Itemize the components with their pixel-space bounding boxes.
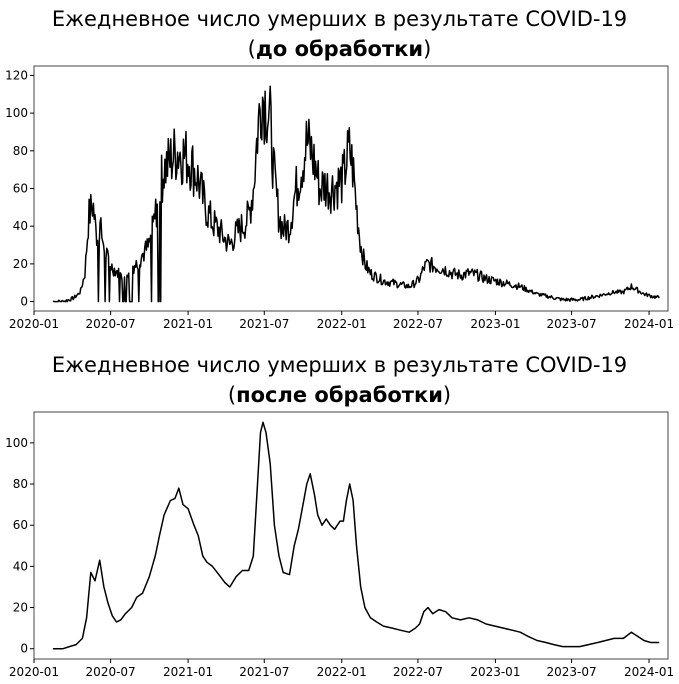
y-tick-label: 80 <box>13 144 28 158</box>
x-tick-label: 2022-01 <box>317 665 367 679</box>
x-tick-label: 2022-01 <box>317 317 367 331</box>
x-tick-label: 2022-07 <box>393 317 443 331</box>
chart1-title-sub: (до обработки) <box>247 37 432 61</box>
x-tick-label: 2023-07 <box>547 317 597 331</box>
plot-frame <box>33 411 669 660</box>
y-tick-label: 60 <box>13 518 28 532</box>
chart2-title: Ежедневное число умерших в результате CO… <box>0 350 679 410</box>
y-tick-label: 0 <box>20 295 28 309</box>
x-tick-label: 2020-01 <box>9 665 59 679</box>
chart2-title-bold: после обработки <box>236 383 443 407</box>
y-tick-label: 40 <box>13 219 28 233</box>
x-tick-label: 2021-01 <box>163 317 213 331</box>
y-tick-label: 0 <box>20 642 28 656</box>
x-tick-label: 2020-07 <box>86 317 136 331</box>
y-tick-label: 20 <box>13 601 28 615</box>
x-tick-label: 2024-01 <box>624 665 674 679</box>
x-tick-label: 2023-01 <box>470 317 520 331</box>
chart1-plot: 0 20 40 60 80 100 120 2020-01 2020-07 2021-01 2021… <box>5 65 674 331</box>
series-line <box>52 421 660 650</box>
y-tick-label: 40 <box>13 559 28 573</box>
x-tick-label: 2021-07 <box>239 317 289 331</box>
chart1-title-bold: до обработки <box>255 37 424 61</box>
x-tick-label: 2021-07 <box>239 665 289 679</box>
y-tick-label: 120 <box>5 68 28 82</box>
x-tick-label: 2024-01 <box>624 317 674 331</box>
series-line <box>52 85 660 303</box>
chart1-title: Ежедневное число умерших в результате CO… <box>0 4 679 64</box>
x-tick-label: 2020-07 <box>86 665 136 679</box>
y-tick-label: 20 <box>13 257 28 271</box>
chart2-title-sub: (после обработки) <box>227 383 452 407</box>
x-tick-label: 2022-07 <box>393 665 443 679</box>
x-tick-label: 2023-07 <box>547 665 597 679</box>
x-tick-label: 2021-01 <box>163 665 213 679</box>
y-tick-label: 80 <box>13 477 28 491</box>
chart2-title-main: Ежедневное число умерших в результате CO… <box>51 353 628 377</box>
y-tick-label: 100 <box>5 436 28 450</box>
y-tick-label: 60 <box>13 182 28 196</box>
x-tick-label: 2023-01 <box>470 665 520 679</box>
x-tick-label: 2020-01 <box>9 317 59 331</box>
y-tick-label: 100 <box>5 106 28 120</box>
chart1-title-main: Ежедневное число умерших в результате CO… <box>51 7 628 31</box>
